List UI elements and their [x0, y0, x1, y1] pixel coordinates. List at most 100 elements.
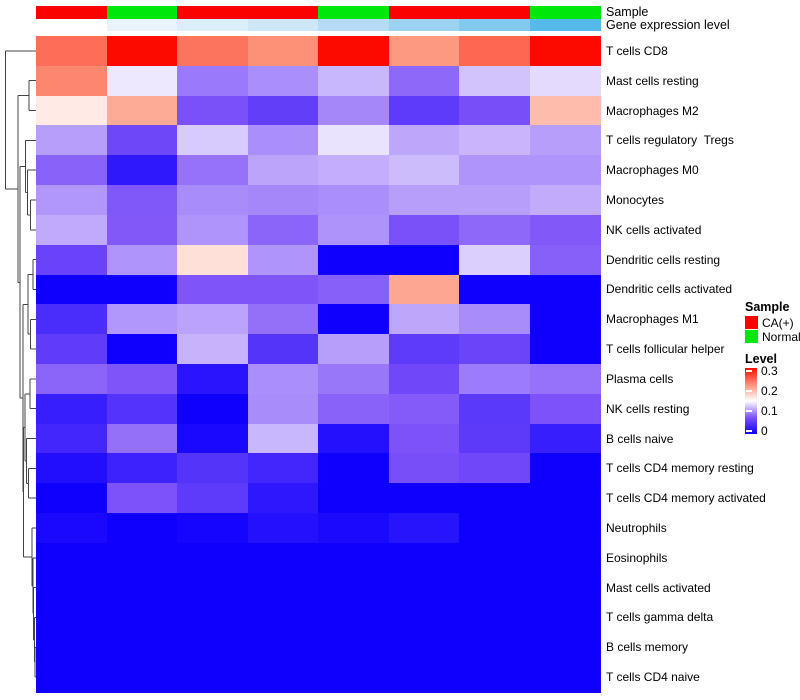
heatmap-cell — [177, 453, 249, 484]
gene-expression-annotation-cell — [36, 18, 107, 31]
heatmap-cell — [529, 155, 601, 186]
row-label: T cells gamma delta — [606, 610, 714, 625]
heatmap-cell — [388, 662, 460, 693]
level-tick-mark — [746, 370, 752, 372]
heatmap-cell — [106, 274, 178, 305]
heatmap-cell — [318, 65, 390, 97]
heatmap-cell — [388, 453, 460, 484]
heatmap-cell — [459, 334, 531, 365]
heatmap-cell — [177, 364, 249, 395]
level-tick-label: 0.1 — [761, 403, 778, 418]
heatmap-cell — [318, 36, 390, 67]
heatmap-cell — [459, 95, 531, 127]
heatmap-cell — [177, 602, 249, 633]
heatmap-cell — [36, 244, 108, 276]
heatmap-cell — [177, 662, 249, 693]
heatmap-cell — [529, 602, 601, 633]
heatmap-cell — [529, 244, 601, 276]
heatmap-cell — [388, 393, 460, 425]
heatmap-cell — [106, 185, 178, 216]
heatmap-cell — [106, 214, 178, 246]
heatmap-cell — [318, 453, 390, 484]
heatmap-cell — [388, 572, 460, 604]
heatmap-cell — [459, 125, 531, 156]
row-label: Eosinophils — [606, 550, 668, 565]
heatmap-cell — [529, 304, 601, 335]
heatmap-cell — [459, 65, 531, 97]
heatmap-cell — [529, 453, 601, 484]
heatmap-cell — [36, 572, 108, 604]
heatmap-cell — [388, 36, 460, 67]
heatmap-cell — [106, 513, 178, 544]
heatmap-cell — [36, 662, 108, 693]
level-colorbar — [745, 368, 757, 434]
row-label: Mast cells resting — [606, 73, 699, 88]
heatmap-cell — [177, 214, 249, 246]
heatmap-cell — [177, 393, 249, 425]
heatmap-cell — [388, 304, 460, 335]
heatmap-cell — [388, 542, 460, 574]
row-label: T cells CD4 memory activated — [606, 491, 766, 506]
row-label: Neutrophils — [606, 520, 667, 535]
level-tick-mark — [746, 390, 752, 392]
heatmap-cell — [36, 393, 108, 425]
heatmap-cell — [247, 36, 319, 67]
heatmap-cell — [529, 36, 601, 67]
heatmap-cell — [459, 214, 531, 246]
heatmap-cell — [318, 214, 390, 246]
heatmap-cell — [247, 274, 319, 305]
heatmap-cell — [106, 95, 178, 127]
level-tick-mark — [746, 430, 752, 432]
legend-label-ca: CA(+) — [762, 315, 794, 330]
heatmap-cell — [106, 572, 178, 604]
heatmap-cell — [388, 65, 460, 97]
heatmap-cell — [459, 36, 531, 67]
legend-swatch-ca — [745, 316, 758, 329]
heatmap-cell — [318, 334, 390, 365]
legend-item-ca: CA(+) — [745, 315, 800, 330]
heatmap-cell — [529, 513, 601, 544]
heatmap-cell — [459, 274, 531, 305]
heatmap-cell — [318, 393, 390, 425]
gene-expression-bar-label: Gene expression level — [606, 18, 730, 32]
row-label: NK cells resting — [606, 401, 690, 416]
heatmap-cell — [247, 483, 319, 514]
heatmap-cell — [318, 602, 390, 633]
heatmap-cell — [318, 155, 390, 186]
sample-bar-label: Sample — [606, 5, 649, 19]
heatmap-cell — [106, 632, 178, 663]
heatmap-cell — [177, 334, 249, 365]
heatmap-cell — [529, 214, 601, 246]
row-label: Plasma cells — [606, 371, 674, 386]
gene-expression-annotation-cell — [388, 18, 460, 31]
heatmap-cell — [177, 513, 249, 544]
heatmap-cell — [106, 36, 178, 67]
heatmap-cell — [177, 304, 249, 335]
heatmap-cell — [36, 453, 108, 484]
row-label: Dendritic cells resting — [606, 252, 721, 267]
row-label: T cells CD4 memory resting — [606, 461, 754, 476]
heatmap-cell — [247, 95, 319, 127]
heatmap-cell — [247, 364, 319, 395]
heatmap-cell — [106, 453, 178, 484]
heatmap-cell — [459, 453, 531, 484]
heatmap-cell — [247, 602, 319, 633]
heatmap-cell — [106, 602, 178, 633]
heatmap-cell — [36, 602, 108, 633]
heatmap-cell — [106, 125, 178, 156]
level-tick-label: 0.3 — [761, 363, 778, 378]
heatmap-cell — [106, 483, 178, 514]
heatmap-cell — [529, 542, 601, 574]
heatmap-cell — [36, 364, 108, 395]
heatmap-cell — [36, 334, 108, 365]
heatmap-cell — [529, 483, 601, 514]
heatmap-cell — [36, 632, 108, 663]
heatmap-cell — [247, 155, 319, 186]
legend-label-normal: Normal — [762, 329, 800, 344]
heatmap-cell — [318, 483, 390, 514]
heatmap-cell — [106, 334, 178, 365]
heatmap-cell — [106, 542, 178, 574]
heatmap-cell — [459, 244, 531, 276]
heatmap-cell — [318, 542, 390, 574]
heatmap-cell — [459, 632, 531, 663]
